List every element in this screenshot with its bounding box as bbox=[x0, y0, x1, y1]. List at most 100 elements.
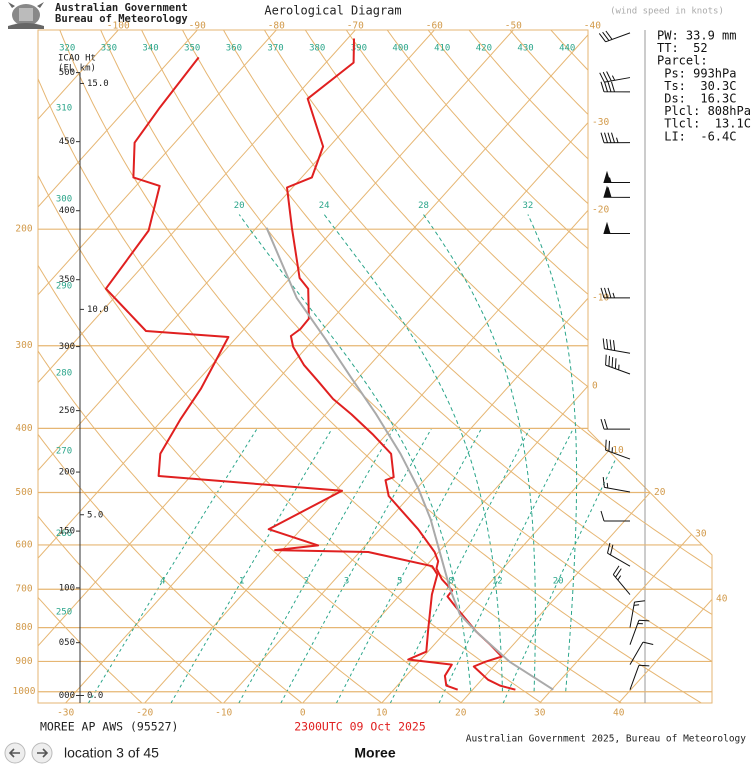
km-label: 5.0 bbox=[87, 510, 103, 520]
next-button[interactable] bbox=[31, 742, 53, 764]
mixing-ratio-line bbox=[502, 428, 632, 703]
fl-label: 250 bbox=[59, 406, 75, 416]
wind-barb bbox=[602, 338, 631, 354]
wind-barb bbox=[607, 542, 631, 567]
info-line: Parcel: bbox=[657, 54, 708, 68]
wind-barb bbox=[603, 221, 631, 234]
height-axis-title: (FL km) bbox=[58, 64, 96, 74]
info-line: LI: -6.4C bbox=[657, 129, 736, 143]
fl-label: 500 bbox=[59, 68, 75, 78]
top-temp-label: -50 bbox=[505, 21, 522, 32]
right-temp-label: 0 bbox=[592, 381, 598, 392]
wind-barb bbox=[603, 185, 631, 198]
mixing-ratio-label: 12 bbox=[492, 576, 503, 586]
theta-label: 380 bbox=[309, 44, 325, 54]
right-temp-label: -20 bbox=[592, 205, 609, 216]
dry-adiabat bbox=[38, 30, 223, 703]
dry-adiabat bbox=[386, 30, 712, 703]
top-temp-label: -40 bbox=[584, 21, 601, 32]
pressure-label: 200 bbox=[15, 224, 32, 235]
info-line: Ps: 993hPa bbox=[657, 66, 736, 80]
moist-adiabat-label: 32 bbox=[522, 201, 533, 211]
isotherm bbox=[38, 30, 593, 703]
theta-label: 300 bbox=[56, 195, 72, 205]
bottom-temp-label: 0 bbox=[300, 708, 306, 719]
chart-title: Aerological Diagram bbox=[264, 4, 401, 18]
prev-button[interactable] bbox=[4, 742, 26, 764]
theta-label: 410 bbox=[434, 44, 450, 54]
isotherm bbox=[539, 30, 712, 703]
dry-adiabat bbox=[38, 30, 542, 703]
dry-adiabat bbox=[38, 30, 303, 703]
bottom-temp-label: 10 bbox=[376, 708, 388, 719]
copyright: Australian Government 2025, Bureau of Me… bbox=[466, 734, 747, 745]
dry-adiabat bbox=[263, 30, 712, 703]
wind-barb bbox=[603, 170, 631, 183]
pressure-label: 400 bbox=[15, 423, 32, 434]
moist-adiabat-label: 20 bbox=[234, 201, 245, 211]
bottom-temp-label: 30 bbox=[534, 708, 546, 719]
km-label: 15.0 bbox=[87, 79, 109, 89]
wind-barb bbox=[600, 418, 631, 430]
wind-barbs bbox=[598, 30, 654, 690]
top-temp-label: -100 bbox=[107, 21, 130, 32]
info-line: Plcl: 808hPa bbox=[657, 104, 751, 118]
bottom-temp-label: 40 bbox=[613, 708, 625, 719]
dry-adiabat bbox=[427, 30, 712, 703]
wind-barb bbox=[605, 439, 631, 460]
axis-labels: -100 -90 -80 -70 -60 -50 -40-30-30-20-20-10-10… bbox=[13, 21, 728, 719]
right-temp-label: -30 bbox=[592, 117, 609, 128]
info-line: Ts: 30.3C bbox=[657, 79, 736, 93]
dry-adiabat bbox=[141, 30, 712, 703]
theta-label: 400 bbox=[392, 44, 408, 54]
theta-label: 340 bbox=[142, 44, 158, 54]
pressure-label: 700 bbox=[15, 584, 32, 595]
dry-adiabat bbox=[182, 30, 712, 703]
theta-label: 250 bbox=[56, 607, 72, 617]
info-line: Ds: 16.3C bbox=[657, 92, 736, 106]
wind-barb bbox=[629, 641, 654, 665]
location-counter: location 3 of 45 bbox=[64, 745, 159, 761]
dry-adiabat bbox=[38, 30, 383, 703]
wind-barb bbox=[599, 71, 631, 83]
mixing-ratio-line bbox=[280, 428, 432, 703]
wind-barb bbox=[612, 565, 631, 595]
wind-barb bbox=[605, 354, 631, 375]
fl-label: 200 bbox=[59, 468, 75, 478]
prev-arrow[interactable] bbox=[8, 748, 20, 758]
fl-label: 300 bbox=[59, 342, 75, 352]
mixing-ratio-label: 5 bbox=[397, 576, 402, 586]
bottom-temp-label: -20 bbox=[136, 708, 153, 719]
theta-label: 320 bbox=[59, 44, 75, 54]
mixing-ratio-line bbox=[238, 428, 395, 703]
theta-label: 350 bbox=[184, 44, 200, 54]
mixing-ratio-label: 1 bbox=[239, 576, 244, 586]
theta-label: 280 bbox=[56, 368, 72, 378]
location-name: Moree bbox=[354, 745, 395, 761]
dry-adiabat bbox=[468, 30, 712, 703]
moist-adiabat-label: 24 bbox=[319, 201, 330, 211]
isotherm bbox=[38, 30, 356, 703]
theta-label: 360 bbox=[226, 44, 242, 54]
station-name: MOREE AP AWS (95527) bbox=[40, 720, 178, 734]
next-arrow[interactable] bbox=[37, 748, 49, 758]
top-temp-label: -80 bbox=[268, 21, 285, 32]
theta-label: 390 bbox=[351, 44, 367, 54]
pressure-label: 900 bbox=[15, 656, 32, 667]
theta-label: 370 bbox=[267, 44, 283, 54]
bottom-temp-label: -10 bbox=[215, 708, 232, 719]
right-temp-label: 30 bbox=[695, 529, 707, 540]
theta-label: 260 bbox=[56, 529, 72, 539]
top-temp-label: -60 bbox=[426, 21, 443, 32]
isotherm bbox=[38, 30, 277, 703]
fl-label: 050 bbox=[59, 638, 75, 648]
theta-label: 430 bbox=[517, 44, 533, 54]
org-line-2: Bureau of Meteorology bbox=[55, 13, 188, 25]
mixing-ratio-line bbox=[438, 428, 574, 703]
dry-adiabat bbox=[100, 30, 712, 703]
pressure-label: 600 bbox=[15, 539, 32, 550]
dry-adiabat bbox=[223, 30, 712, 703]
plot-frame bbox=[37, 29, 713, 704]
